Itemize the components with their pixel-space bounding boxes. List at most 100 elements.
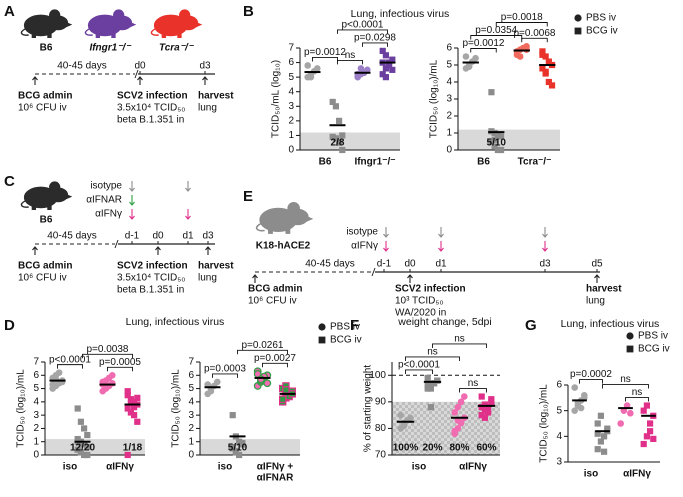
step-title: BCG admin — [248, 284, 302, 295]
data-point — [229, 443, 236, 451]
significance-label: ns — [632, 387, 643, 398]
data-point — [454, 403, 462, 411]
data-point — [336, 117, 343, 124]
day-label: d-1 — [377, 259, 392, 270]
category-label: B6 — [477, 157, 490, 168]
y-tick-label: 6 — [446, 43, 452, 54]
data-point — [481, 406, 488, 413]
legend-label: BCG iv — [638, 344, 670, 355]
day-label: d3 — [199, 61, 211, 72]
data-point — [263, 379, 272, 388]
day-label: d3 — [539, 259, 551, 270]
y-tick-label: 70 — [375, 450, 387, 461]
data-point — [539, 51, 546, 58]
data-point — [236, 438, 243, 445]
data-point — [577, 404, 585, 412]
data-point — [542, 68, 549, 75]
timeline-break — [134, 69, 139, 79]
data-point — [49, 381, 56, 388]
arrow — [32, 76, 38, 85]
mouse-label: K18-hACE2 — [256, 241, 311, 252]
arrow — [202, 76, 208, 85]
y-tick-label: 3 — [288, 101, 294, 112]
significance-bracket — [459, 388, 487, 393]
data-point — [571, 384, 578, 391]
data-point — [339, 132, 346, 139]
significance-bracket — [579, 379, 603, 384]
category-label: iso — [412, 462, 426, 473]
significance-label: p=0.0018 — [501, 12, 543, 23]
significance-label: p<0.0001 — [398, 360, 440, 371]
y-axis-label: TCID₅₀ (log₁₀)/mL — [429, 59, 440, 138]
data-point — [545, 78, 552, 86]
arrow — [383, 241, 389, 252]
category-label: αIFNγ — [623, 469, 651, 480]
step-detail: 3.5x10⁴ TCID₅₀ — [117, 103, 185, 114]
step-title: harvest — [198, 91, 234, 102]
significance-label: p<0.0001 — [342, 20, 384, 31]
data-point — [239, 439, 246, 447]
day-label: d1 — [182, 231, 194, 242]
treatment-label: αIFNAR — [86, 195, 122, 206]
significance-label: p=0.0038 — [87, 344, 129, 355]
significance-bracket — [602, 384, 649, 389]
interval-label: 40-45 days — [57, 61, 106, 72]
treatment-label: isotype — [346, 227, 378, 238]
significance-label: ns — [345, 50, 356, 61]
detection-limit-band — [200, 439, 300, 455]
data-point — [539, 48, 546, 55]
data-point — [74, 405, 81, 412]
step-title: BCG admin — [18, 261, 72, 272]
data-point — [282, 386, 290, 394]
data-point — [214, 378, 221, 386]
data-point — [643, 433, 650, 440]
data-point — [102, 383, 110, 391]
legend-label: PBS iv — [586, 13, 616, 24]
data-point — [494, 131, 501, 138]
panel-label: G — [525, 317, 537, 334]
data-point — [640, 440, 647, 448]
significance-label: p=0.0012 — [463, 38, 505, 49]
annotation: 5/10 — [487, 138, 507, 149]
significance-bracket — [82, 353, 133, 359]
y-tick-label: 4 — [446, 77, 452, 88]
step-detail: beta B.1.351 in — [117, 115, 184, 126]
data-point — [424, 374, 431, 382]
data-point — [457, 398, 465, 406]
significance-label: ns — [620, 374, 631, 385]
significance-label: p=0.0354 — [475, 25, 517, 36]
significance-label: ns — [468, 378, 479, 389]
annotation: 2/8 — [331, 138, 345, 149]
annotation: 5/10 — [228, 443, 248, 454]
legend-label: BCG iv — [330, 335, 362, 346]
y-tick-label: 2 — [33, 423, 39, 434]
significance-bracket — [262, 362, 288, 368]
arrow — [205, 246, 211, 255]
data-point — [74, 435, 81, 443]
panel-label: F — [350, 317, 359, 334]
significance-label: ns — [427, 347, 438, 358]
arrow — [542, 241, 548, 252]
day-label: d0 — [152, 231, 164, 242]
data-point — [571, 407, 578, 414]
y-tick-label: 3 — [446, 94, 452, 105]
y-tick-label: 5 — [188, 383, 194, 394]
panel-label: C — [4, 173, 15, 190]
data-point — [124, 405, 131, 412]
y-tick-label: 1 — [188, 436, 194, 447]
data-point — [451, 427, 459, 435]
y-tick-label: 3 — [33, 410, 39, 421]
significance-label: p=0.0068 — [514, 28, 556, 39]
y-tick-label: 90 — [375, 396, 387, 407]
category-label: iso — [584, 469, 598, 480]
y-tick-label: 1 — [33, 436, 39, 447]
significance-bracket — [521, 37, 548, 43]
step-detail: 10⁶ CFU iv — [18, 103, 67, 114]
data-point — [204, 381, 211, 388]
data-point — [127, 396, 134, 403]
legend-label: PBS iv — [638, 331, 668, 342]
timeline-break — [371, 267, 376, 277]
y-axis-label: TCID₅₀/mL (log₁₀) — [271, 60, 282, 138]
data-point — [434, 377, 441, 384]
significance-bracket — [337, 59, 363, 65]
